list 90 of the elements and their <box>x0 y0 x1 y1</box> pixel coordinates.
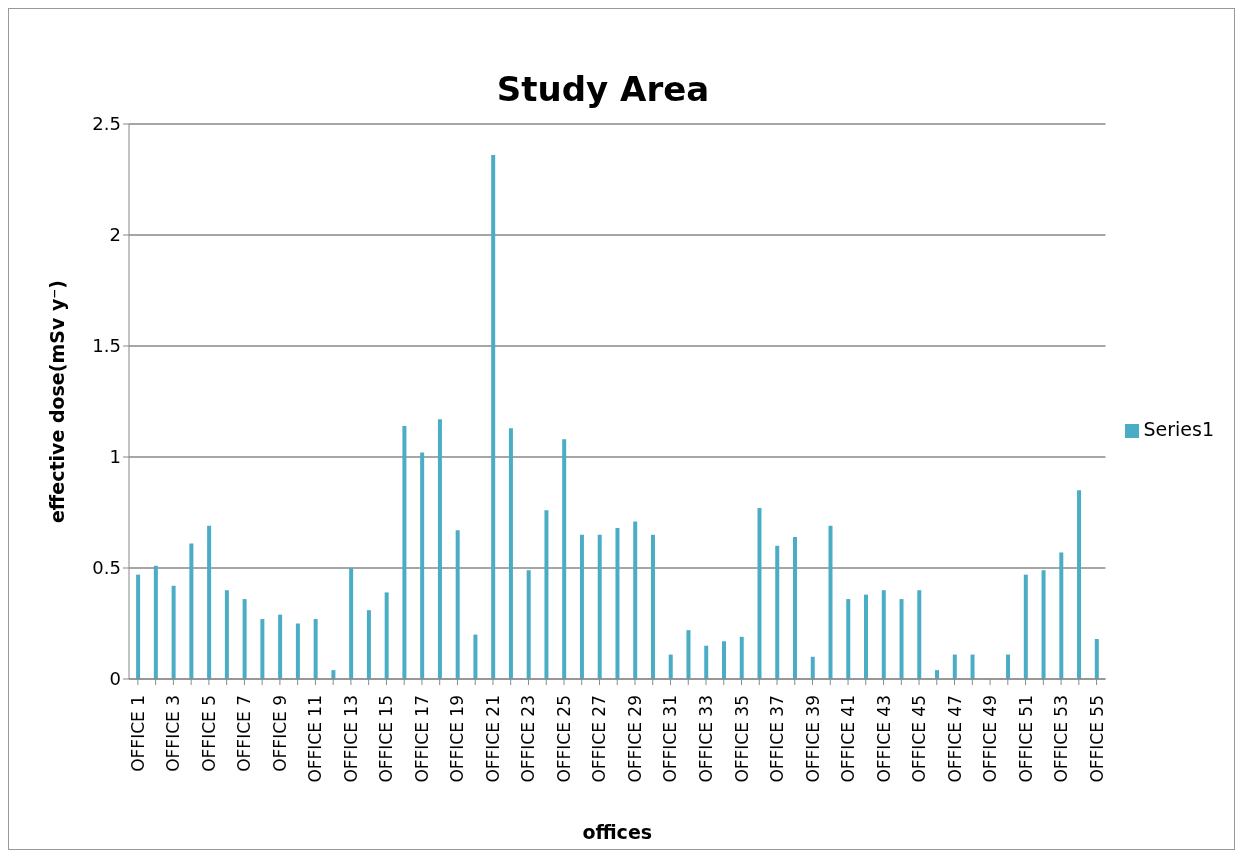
bar <box>846 599 851 679</box>
bar <box>757 508 762 679</box>
bar <box>1023 574 1028 679</box>
bar <box>970 654 975 679</box>
x-tick-label: OFFICE 55 <box>1086 695 1107 783</box>
bar <box>828 525 833 679</box>
y-tick-label: 2 <box>109 224 121 246</box>
bar <box>207 525 212 679</box>
chart-title: Study Area <box>495 69 711 109</box>
bar <box>1041 570 1046 679</box>
bar <box>242 599 247 679</box>
bar <box>437 419 442 679</box>
x-tick-label: OFFICE 37 <box>767 695 788 783</box>
bar <box>1006 654 1011 679</box>
y-tick-label: 0.5 <box>92 557 121 579</box>
x-tick-label: OFFICE 15 <box>376 695 397 783</box>
bar <box>704 645 709 679</box>
bar <box>615 528 620 679</box>
x-tick-label: OFFICE 43 <box>873 695 894 783</box>
x-axis-title: offices <box>582 821 653 843</box>
x-tick-label: OFFICE 53 <box>1051 695 1072 783</box>
y-tick-label: 2.5 <box>92 113 121 135</box>
x-tick-label: OFFICE 35 <box>731 695 752 783</box>
x-tick-label: OFFICE 23 <box>518 695 539 783</box>
bar <box>526 570 531 679</box>
x-tick-label: OFFICE 49 <box>980 695 1001 783</box>
bar <box>508 428 513 679</box>
bar <box>366 610 371 679</box>
bar <box>633 521 638 679</box>
bar <box>153 565 158 679</box>
x-tick-label: OFFICE 17 <box>411 695 432 783</box>
bar <box>793 536 797 679</box>
bar <box>952 654 957 679</box>
bar <box>384 592 389 679</box>
x-tick-label: OFFICE 51 <box>1015 695 1036 783</box>
x-tick-label: OFFICE 25 <box>553 695 574 783</box>
x-tick-label: OFFICE 41 <box>838 695 859 783</box>
bar <box>455 530 460 679</box>
bar <box>544 510 549 679</box>
x-tick-label: OFFICE 9 <box>269 695 290 772</box>
x-tick-label: OFFICE 29 <box>624 695 645 783</box>
bar <box>260 619 265 679</box>
x-tick-label: OFFICE 19 <box>447 695 468 783</box>
bar <box>917 590 922 679</box>
bar <box>295 623 300 679</box>
bar <box>668 654 673 679</box>
bar <box>739 636 744 679</box>
bar <box>597 534 602 679</box>
bar <box>420 452 425 679</box>
bar <box>1077 490 1082 679</box>
legend-label: Series1 <box>1143 418 1214 440</box>
y-tick-label: 1.5 <box>92 335 121 357</box>
bar <box>473 634 478 679</box>
bar <box>136 574 141 679</box>
x-tick-label: OFFICE 7 <box>234 695 255 772</box>
bar <box>349 568 354 679</box>
y-tick-label: 0 <box>109 668 121 690</box>
x-tick-label: OFFICE 31 <box>660 695 681 783</box>
bar <box>313 619 318 679</box>
bar <box>775 545 780 679</box>
bar <box>1059 552 1064 679</box>
x-tick-label: OFFICE 5 <box>198 695 219 772</box>
y-tick-label: 1 <box>109 446 121 468</box>
x-tick-label: OFFICE 45 <box>909 695 930 783</box>
x-tick-label: OFFICE 39 <box>802 695 823 783</box>
x-tick-label: OFFICE 33 <box>696 695 716 783</box>
x-tick-label: OFFICE 3 <box>163 695 184 772</box>
x-tick-label: OFFICE 13 <box>340 695 361 783</box>
x-tick-label: OFFICE 21 <box>482 695 503 783</box>
x-tick-label: OFFICE 1 <box>127 695 148 772</box>
bar <box>171 585 176 679</box>
bar <box>686 630 691 679</box>
bar <box>881 590 886 679</box>
bar <box>224 590 229 679</box>
bar <box>810 656 815 679</box>
bar <box>899 599 904 679</box>
bar <box>650 534 655 679</box>
bar <box>864 594 869 679</box>
bar <box>402 425 407 679</box>
bar <box>562 439 567 679</box>
y-axis-title: effective dose(mSv y⁻) <box>45 279 68 524</box>
x-tick-label: OFFICE 27 <box>589 695 610 783</box>
bar <box>721 641 726 679</box>
bar <box>278 614 283 679</box>
bar <box>1094 639 1099 679</box>
x-tick-label: OFFICE 47 <box>944 695 965 783</box>
x-tick-label: OFFICE 11 <box>305 695 326 783</box>
bar <box>491 155 496 679</box>
bar <box>189 543 194 679</box>
bar <box>579 534 584 679</box>
